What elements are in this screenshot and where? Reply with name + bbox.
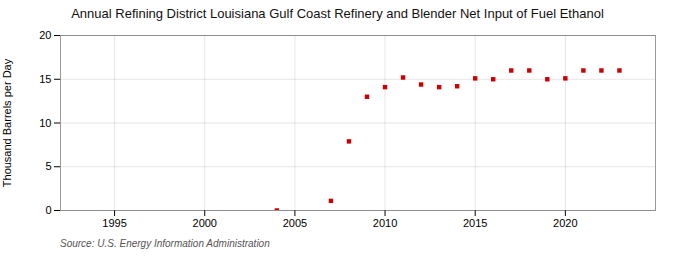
svg-text:2015: 2015 xyxy=(463,217,487,229)
svg-text:2020: 2020 xyxy=(553,217,577,229)
svg-text:15: 15 xyxy=(39,73,51,85)
svg-text:2010: 2010 xyxy=(373,217,397,229)
html-text:Source: U.S. Energy Informatio: Source: U.S. Energy Information Administ… xyxy=(60,238,270,249)
svg-text:10: 10 xyxy=(39,117,51,129)
svg-text:2005: 2005 xyxy=(283,217,307,229)
html-text:Annual Refining District Louis: Annual Refining District Louisiana Gulf … xyxy=(71,6,604,21)
svg-text:1995: 1995 xyxy=(102,217,126,229)
svg-text:Thousand Barrels per Day: Thousand Barrels per Day xyxy=(1,58,13,187)
svg-text:20: 20 xyxy=(39,29,51,41)
svg-text:5: 5 xyxy=(45,160,51,172)
svg-text:0: 0 xyxy=(45,204,51,216)
svg-text:2000: 2000 xyxy=(193,217,217,229)
